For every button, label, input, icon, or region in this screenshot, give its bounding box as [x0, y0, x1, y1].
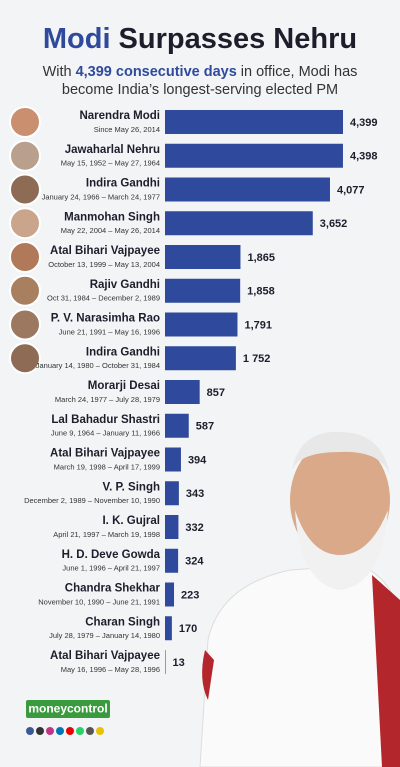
period-label: March 24, 1977 – July 28, 1979 [55, 395, 160, 404]
period-label: June 21, 1991 – May 16, 1996 [59, 327, 160, 336]
category-label: Lal Bahadur Shastri [51, 414, 160, 426]
subtitle-highlight: 4,399 consecutive days [76, 64, 237, 80]
category-label: Indira Gandhi [86, 178, 160, 190]
bar [165, 211, 313, 236]
value-label: 394 [188, 454, 207, 466]
value-label: 223 [181, 589, 199, 601]
social-icons [26, 727, 104, 735]
bar [165, 650, 166, 674]
period-label: January 24, 1966 – March 24, 1977 [42, 192, 160, 201]
logo-box [26, 700, 110, 718]
bar [165, 245, 241, 269]
value-label: 343 [186, 488, 204, 500]
portrait [9, 139, 41, 172]
value-label: 1,791 [244, 319, 272, 331]
period-label: July 28, 1979 – January 14, 1980 [49, 631, 160, 640]
period-label: April 21, 1997 – March 19, 1998 [53, 530, 160, 539]
value-label: 170 [179, 623, 197, 635]
title-highlight: Modi [43, 23, 111, 55]
chart-title: Modi Surpasses Nehru [43, 23, 357, 55]
bar [165, 481, 179, 506]
value-label: 857 [207, 387, 225, 399]
value-label: 3,652 [320, 218, 348, 230]
photo [199, 431, 400, 767]
subtitle: become India’s longest-serving elected P… [62, 82, 338, 98]
category-label: Atal Bihari Vajpayee [50, 245, 160, 257]
category-label: V. P. Singh [102, 481, 160, 493]
portrait [9, 274, 41, 307]
period-label: June 1, 1996 – April 21, 1997 [62, 564, 160, 573]
period-label: May 15, 1952 – May 27, 1964 [61, 159, 160, 168]
bar [165, 380, 200, 404]
bar [165, 143, 343, 168]
category-label: P. V. Narasimha Rao [51, 313, 160, 325]
subtitle-part: With [43, 64, 72, 80]
portrait [9, 308, 41, 341]
portrait [9, 342, 41, 375]
category-label: Charan Singh [85, 616, 160, 628]
period-label: October 13, 1999 – May 13, 2004 [48, 260, 160, 269]
category-label: Chandra Shekhar [65, 583, 161, 595]
value-label: 1,865 [247, 252, 275, 264]
bar [165, 515, 179, 539]
value-label: 4,077 [337, 184, 365, 196]
category-label: Manmohan Singh [64, 211, 160, 223]
bar [165, 177, 330, 202]
portrait [9, 241, 41, 273]
category-label: Jawaharlal Nehru [65, 144, 160, 156]
period-label: May 22, 2004 – May 26, 2014 [61, 226, 160, 235]
value-label: 1,858 [247, 286, 275, 298]
portrait [9, 106, 41, 138]
title-rest: Surpasses Nehru [119, 23, 358, 55]
period-label: Oct 31, 1984 – December 2, 1989 [47, 294, 160, 303]
category-label: Atal Bihari Vajpayee [50, 650, 160, 662]
period-label: November 10, 1990 – June 21, 1991 [38, 597, 160, 606]
category-label: H. D. Deve Gowda [62, 549, 161, 561]
value-label: 332 [185, 522, 203, 534]
value-label: 1 752 [243, 353, 271, 365]
bar [165, 548, 179, 573]
period-label: May 16, 1996 – May 28, 1996 [61, 665, 160, 674]
value-label: 4,398 [350, 151, 378, 163]
bar [165, 447, 181, 472]
category-label: Indira Gandhi [86, 346, 160, 358]
bar [165, 312, 238, 337]
category-label: Rajiv Gandhi [90, 279, 160, 291]
category-label: I. K. Gujral [102, 515, 160, 527]
value-label: 587 [196, 421, 214, 433]
bar [165, 110, 343, 134]
period-label: Since May 26, 2014 [94, 125, 160, 134]
portrait [9, 207, 41, 240]
category-label: Morarji Desai [88, 380, 160, 392]
category-label: Narendra Modi [79, 110, 160, 122]
period-label: March 19, 1998 – April 17, 1999 [54, 462, 160, 471]
subtitle: With 4,399 consecutive days in office, Mod… [43, 64, 358, 80]
bar [165, 278, 241, 303]
bar [165, 413, 189, 438]
subtitle-part: in office, Modi has [241, 64, 358, 80]
portrait [9, 173, 41, 206]
value-label: 4,399 [350, 117, 378, 129]
bar [165, 582, 175, 607]
period-label: January 14, 1980 – October 31, 1984 [36, 361, 160, 370]
period-label: December 2, 1989 – November 10, 1990 [24, 496, 160, 505]
bar [165, 346, 236, 371]
value-label: 13 [173, 657, 185, 669]
period-label: June 9, 1964 – January 11, 1966 [51, 429, 160, 438]
bar [165, 616, 172, 641]
source-logo: moneycontrol [28, 702, 107, 716]
category-label: Atal Bihari Vajpayee [50, 448, 160, 460]
value-label: 324 [185, 556, 204, 568]
